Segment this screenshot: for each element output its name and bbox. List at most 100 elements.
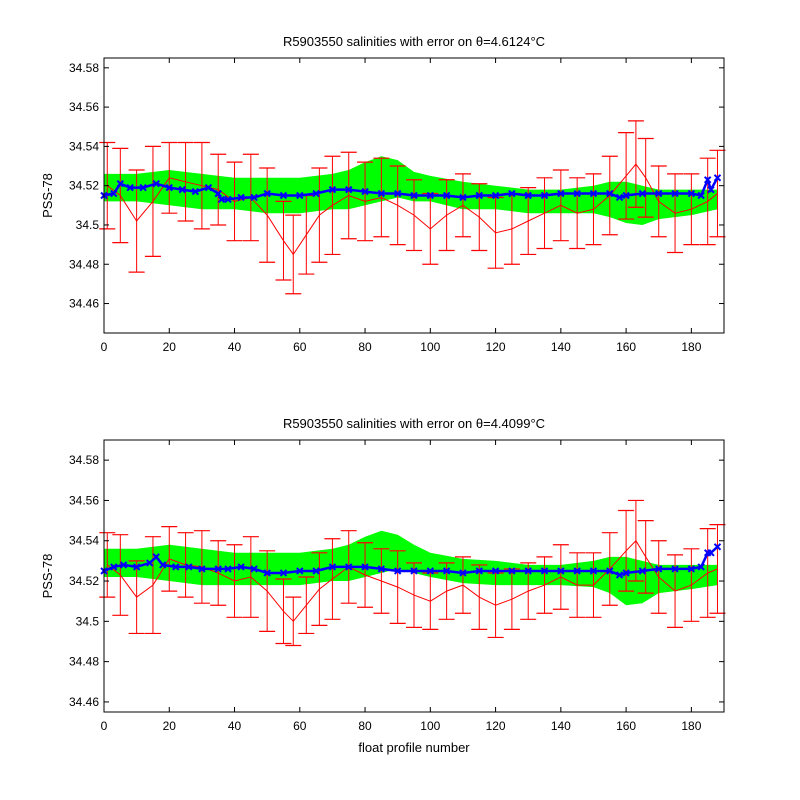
blue-marker — [345, 563, 353, 571]
blue-marker — [345, 185, 353, 194]
blue-marker — [250, 193, 258, 202]
blue-marker — [671, 189, 679, 198]
blue-marker — [573, 567, 581, 575]
blue-marker — [671, 565, 679, 573]
y-tick-label: 34.54 — [69, 534, 99, 548]
blue-marker — [185, 563, 193, 571]
blue-marker — [139, 183, 147, 192]
blue-line-layer — [100, 543, 722, 579]
blue-marker — [475, 567, 483, 575]
blue-line-layer — [100, 174, 722, 204]
green-band — [104, 156, 718, 225]
x-tick-label: 80 — [358, 340, 372, 354]
y-tick-label: 34.56 — [69, 100, 99, 114]
blue-marker — [491, 191, 500, 200]
blue-marker — [132, 563, 141, 571]
blue-marker — [615, 571, 624, 579]
blue-marker — [145, 559, 154, 567]
blue-marker — [116, 180, 125, 188]
blue-marker — [622, 191, 630, 200]
blue-marker — [442, 191, 451, 200]
blue-marker — [426, 191, 435, 200]
y-axis-label: PSS-78 — [40, 554, 55, 599]
y-tick-label: 34.48 — [69, 257, 99, 271]
blue-marker — [126, 183, 134, 192]
y-tick-label: 34.5 — [76, 614, 100, 628]
blue-series-line — [103, 545, 719, 577]
blue-marker — [312, 189, 320, 198]
blue-marker — [524, 191, 532, 200]
chart-top: 0 20 40 60 80 100 120 140 160 180 34.46 34.48 34.5 34… — [40, 34, 726, 354]
y-tick-label: 34.52 — [69, 574, 99, 588]
y-tick-label: 34.58 — [69, 453, 99, 467]
blue-marker — [279, 191, 288, 200]
x-tick-label: 40 — [228, 340, 242, 354]
blue-marker — [191, 187, 200, 196]
blue-marker — [119, 561, 128, 569]
blue-marker — [214, 565, 222, 573]
blue-marker — [589, 567, 598, 575]
blue-marker — [508, 567, 516, 575]
blue-marker — [263, 189, 271, 198]
blue-marker — [296, 191, 304, 200]
blue-marker — [475, 191, 483, 200]
blue-marker — [217, 195, 226, 204]
blue-marker — [263, 569, 271, 577]
blue-marker — [655, 565, 663, 573]
chart-title: R5903550 salinities with error on θ=4.40… — [283, 416, 545, 431]
chart-bottom: 0 20 40 60 80 100 120 140 160 180 34.46 34.48 34.5 34… — [40, 416, 726, 755]
blue-marker — [459, 193, 467, 202]
x-tick-label: 120 — [486, 340, 506, 354]
x-tick-label: 80 — [358, 719, 372, 733]
y-tick-label: 34.56 — [69, 493, 99, 507]
red-errorbar-layer — [99, 499, 726, 647]
x-tick-label: 180 — [681, 340, 701, 354]
red-series-line — [106, 539, 718, 623]
blue-marker — [655, 189, 663, 198]
x-tick-label: 20 — [163, 340, 177, 354]
blue-marker — [172, 563, 180, 571]
red-series-line — [106, 163, 718, 256]
blue-marker — [377, 565, 386, 573]
red-errorbar-layer — [99, 120, 726, 295]
blue-marker — [204, 183, 213, 192]
green-band-layer — [104, 156, 718, 225]
axes-box — [103, 439, 725, 713]
blue-marker — [312, 567, 320, 575]
blue-marker — [707, 549, 715, 557]
blue-marker — [361, 563, 369, 571]
blue-marker — [393, 189, 402, 198]
blue-marker — [638, 567, 647, 575]
blue-marker — [198, 565, 206, 573]
x-tick-label: 20 — [163, 719, 177, 733]
blue-marker — [557, 567, 565, 575]
blue-marker — [524, 567, 532, 575]
blue-marker — [110, 563, 118, 571]
x-tick-label: 160 — [616, 340, 636, 354]
blue-marker — [615, 193, 624, 202]
blue-marker — [152, 180, 160, 188]
blue-marker — [237, 563, 245, 571]
x-tick-label: 100 — [420, 719, 440, 733]
y-tick-label: 34.58 — [69, 61, 99, 75]
x-tick-label: 140 — [551, 340, 571, 354]
blue-marker — [491, 567, 500, 575]
chart-title: R5903550 salinities with error on θ=4.61… — [283, 34, 545, 49]
x-tick-label: 100 — [420, 340, 440, 354]
blue-marker — [410, 191, 418, 200]
axes-box — [103, 57, 725, 334]
blue-marker — [687, 189, 696, 198]
blue-marker — [152, 553, 160, 561]
blue-marker — [622, 569, 630, 577]
y-tick-label: 34.46 — [69, 297, 99, 311]
x-tick-label: 180 — [681, 719, 701, 733]
blue-marker — [606, 189, 614, 198]
blue-marker — [687, 565, 696, 573]
blue-marker — [410, 567, 418, 575]
blue-marker — [214, 189, 222, 198]
green-band-layer — [104, 530, 718, 606]
blue-marker — [703, 176, 712, 184]
blue-marker — [296, 567, 304, 575]
blue-marker — [573, 189, 581, 198]
blue-marker — [459, 569, 467, 577]
